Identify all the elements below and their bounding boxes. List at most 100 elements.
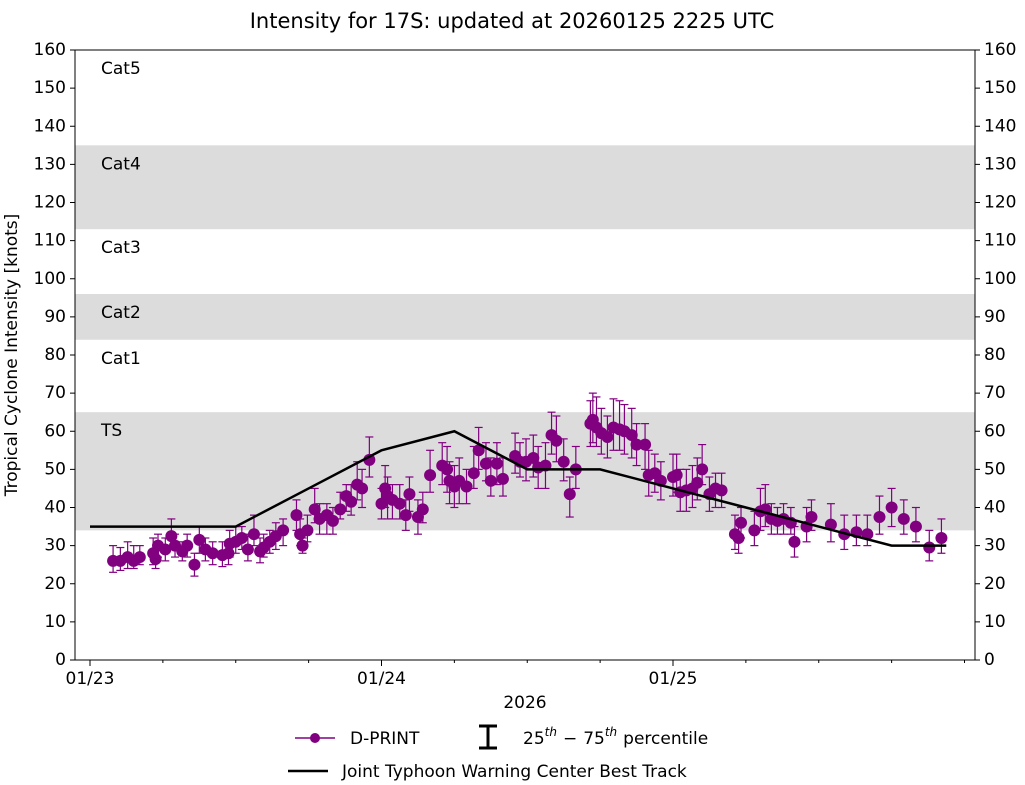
y2-tick-label: 90 [984,307,1006,327]
y-tick-label: 20 [44,574,66,594]
point [557,455,570,468]
point [696,463,709,476]
legend-text: − [563,729,577,749]
x-tick-label: 01/23 [66,669,115,689]
point [133,551,146,564]
point [923,541,936,554]
point [639,438,652,451]
point [235,532,248,544]
y-tick-label: 70 [44,383,66,403]
y-tick-label: 110 [34,231,66,251]
legend-text: 75 [583,729,605,749]
point [625,429,638,442]
point [490,457,503,470]
x-axis-title: 2026 [503,693,546,713]
point [909,520,922,533]
point [563,488,576,501]
point [550,434,563,447]
y-tick-label: 130 [34,154,66,174]
y2-tick-label: 40 [984,498,1006,518]
y-tick-label: 40 [44,498,66,518]
y2-tick-label: 0 [984,650,995,670]
y2-tick-label: 100 [984,269,1016,289]
intensity-band [75,145,975,230]
band-label: Cat3 [101,238,141,258]
point [496,472,509,485]
point [149,552,162,565]
band-label: Cat1 [101,349,141,369]
point [206,547,219,560]
y-tick-label: 60 [44,421,66,441]
plot-frame [74,49,976,661]
y-tick-label: 10 [44,612,66,632]
point [356,482,369,495]
point [460,480,473,493]
point [188,558,201,571]
point [935,532,948,544]
y-tick-label: 0 [55,650,66,670]
point [399,509,412,522]
best-track-line [90,429,947,547]
y-tick-label: 120 [34,193,66,213]
point [441,463,454,476]
point [735,516,748,529]
point [885,501,898,514]
band-label: Cat5 [101,59,141,79]
y-tick-label: 30 [44,536,66,556]
point [241,543,254,556]
y2-tick-label: 150 [984,78,1016,98]
point [472,444,485,457]
point [715,484,728,497]
legend-superscript: th [605,725,617,739]
point [247,528,260,541]
legend-label: Joint Typhoon Warning Center Best Track [341,762,687,782]
legend-superscript: th [545,725,557,739]
point [479,457,492,470]
point [296,539,309,552]
y2-tick-label: 10 [984,612,1006,632]
legend-errorbar-icon [479,724,497,750]
point [527,451,540,464]
point [788,535,801,548]
point [159,543,172,556]
y-tick-label: 90 [44,307,66,327]
legend-label: 25th −75th percentile [523,725,708,750]
point [326,514,339,527]
legend-label: D-PRINT [350,729,420,749]
point [691,476,704,489]
band-label: Cat4 [101,154,141,174]
point [416,503,429,516]
y-tick-label: 160 [34,40,66,60]
y2-tick-label: 140 [984,116,1016,136]
x-tick-label: 01/24 [357,669,406,689]
point [193,533,206,546]
point [897,512,910,525]
y2-tick-label: 120 [984,193,1016,213]
point [732,532,745,544]
legend-text: 25 [523,729,545,749]
point [393,497,406,510]
y2-tick-label: 80 [984,345,1006,365]
point [424,469,437,482]
y2-tick-label: 70 [984,383,1006,403]
point [484,474,497,487]
legend-text: percentile [623,729,708,749]
y-tick-label: 150 [34,78,66,98]
y2-tick-label: 20 [984,574,1006,594]
point [345,495,358,508]
y-tick-label: 80 [44,345,66,365]
intensity-band [75,412,975,531]
point [308,503,321,516]
point [181,539,194,552]
chart-title: Intensity for 17S: updated at 20260125 2… [250,9,775,33]
point [165,530,178,543]
y2-tick-label: 110 [984,231,1016,251]
band-label: TS [100,421,122,441]
point [873,511,886,524]
point [670,469,683,482]
point [334,503,347,516]
y-tick-label: 100 [34,269,66,289]
point [290,509,303,522]
point [861,528,874,541]
